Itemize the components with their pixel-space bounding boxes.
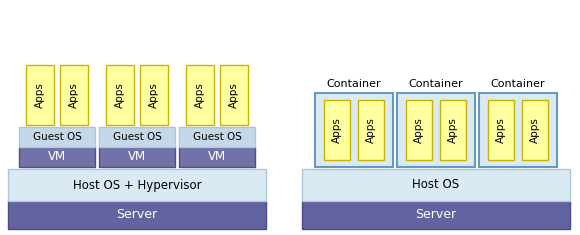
Bar [99, 147, 175, 167]
Text: Guest OS: Guest OS [193, 132, 241, 142]
Bar [19, 147, 95, 167]
Text: VM: VM [208, 150, 226, 164]
Bar [220, 65, 248, 125]
Bar [19, 127, 95, 147]
Bar [99, 127, 175, 147]
Bar [106, 65, 133, 125]
Text: Container: Container [409, 79, 463, 89]
Text: Apps: Apps [414, 117, 423, 143]
Bar [186, 65, 213, 125]
Text: Apps: Apps [229, 82, 240, 108]
Bar [523, 100, 548, 160]
Text: Apps: Apps [332, 117, 342, 143]
Text: Server: Server [117, 208, 158, 222]
Bar [8, 201, 266, 229]
Bar [140, 65, 168, 125]
Bar [479, 93, 557, 167]
Bar [405, 100, 432, 160]
Bar [397, 93, 475, 167]
Bar [302, 201, 570, 229]
Text: Host OS + Hypervisor: Host OS + Hypervisor [72, 179, 201, 192]
Bar [324, 100, 350, 160]
Bar [8, 169, 266, 201]
Text: Container: Container [327, 79, 381, 89]
Text: Server: Server [415, 208, 456, 222]
Text: Guest OS: Guest OS [32, 132, 81, 142]
Text: Container: Container [491, 79, 545, 89]
Text: Apps: Apps [530, 117, 541, 143]
Text: Apps: Apps [367, 117, 376, 143]
Bar [179, 147, 255, 167]
Bar [26, 65, 54, 125]
Bar [440, 100, 466, 160]
Text: VM: VM [48, 150, 66, 164]
Text: Apps: Apps [195, 82, 205, 108]
Bar [488, 100, 514, 160]
Bar [315, 93, 393, 167]
Text: VM: VM [128, 150, 146, 164]
Text: Apps: Apps [35, 82, 45, 108]
Text: Apps: Apps [115, 82, 125, 108]
Bar [358, 100, 385, 160]
Text: Apps: Apps [448, 117, 458, 143]
Bar [302, 169, 570, 201]
Bar [60, 65, 88, 125]
Bar [179, 127, 255, 147]
Text: Apps: Apps [496, 117, 506, 143]
Text: Apps: Apps [70, 82, 79, 108]
Text: Host OS: Host OS [412, 179, 459, 192]
Text: Apps: Apps [149, 82, 160, 108]
Text: Guest OS: Guest OS [113, 132, 161, 142]
